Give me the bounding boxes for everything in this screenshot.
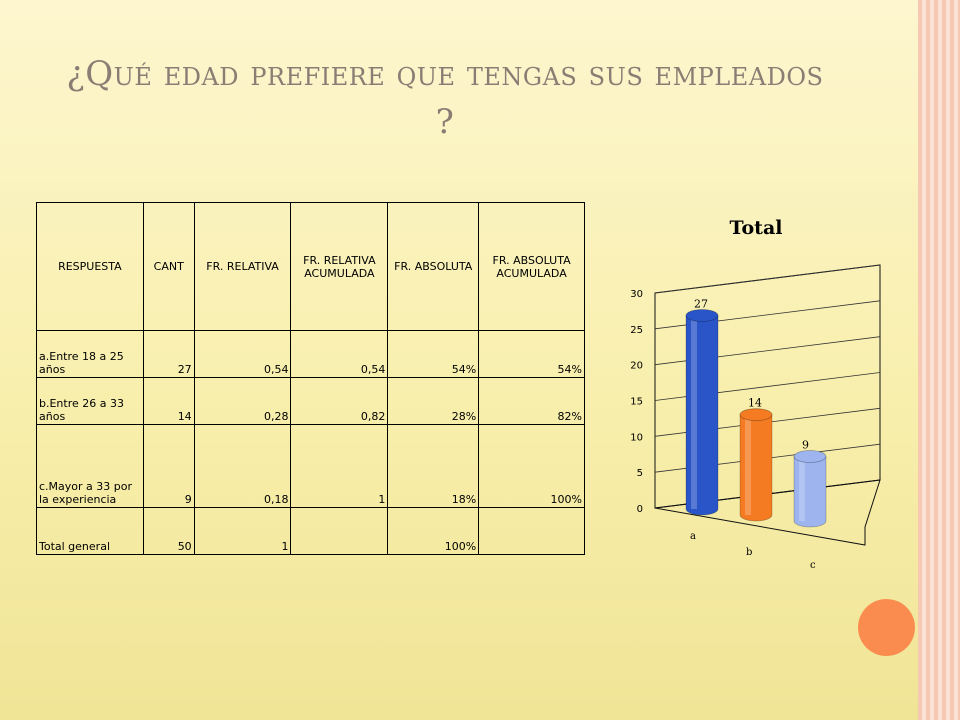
y-tick-label: 15 bbox=[630, 397, 643, 408]
bar-chart: Total 0 5 10 15 20 25 30 27 14 9 a b c bbox=[600, 205, 920, 585]
table-cell: 54% bbox=[387, 330, 480, 378]
data-label: 9 bbox=[802, 439, 809, 452]
y-tick-label: 0 bbox=[637, 504, 643, 515]
header-fr-relativa-acumulada: FR. RELATIVA ACUMULADA bbox=[290, 202, 389, 331]
table-cell: 28% bbox=[387, 377, 480, 425]
table-cell: 1 bbox=[290, 424, 389, 508]
y-tick-label: 10 bbox=[630, 432, 643, 443]
gridline bbox=[654, 264, 881, 294]
table-cell: Total general bbox=[36, 507, 144, 555]
table-cell: 0,54 bbox=[193, 330, 292, 378]
bar-b bbox=[739, 414, 773, 522]
y-tick-label: 30 bbox=[630, 289, 643, 300]
bar-highlight bbox=[799, 456, 805, 521]
table-cell: 82% bbox=[478, 377, 585, 425]
table-row-total: Total general 50 1 100% bbox=[36, 507, 585, 555]
table-cell: 14 bbox=[142, 377, 195, 425]
table-cell: 0,18 bbox=[193, 424, 292, 508]
table-cell: 0,28 bbox=[193, 377, 292, 425]
table-cell: 54% bbox=[478, 330, 585, 378]
chart-svg: 0 5 10 15 20 25 30 27 14 9 a b c bbox=[630, 264, 881, 571]
data-label: 27 bbox=[694, 298, 708, 311]
table-row: c.Mayor a 33 por la experiencia 9 0,18 1… bbox=[36, 424, 585, 508]
y-tick-label: 25 bbox=[630, 325, 643, 336]
header-fr-absoluta: FR. ABSOLUTA bbox=[387, 202, 480, 331]
chart-title: Total bbox=[729, 217, 783, 239]
table-cell: 27 bbox=[142, 330, 195, 378]
y-tick-label: 5 bbox=[637, 468, 643, 479]
table-cell: 0,82 bbox=[290, 377, 389, 425]
table-cell: 0,54 bbox=[290, 330, 389, 378]
x-tick-label: a bbox=[690, 531, 696, 542]
table-cell: 100% bbox=[478, 424, 585, 508]
right-border-stripes bbox=[918, 0, 960, 720]
table-cell: 1 bbox=[193, 507, 292, 555]
table-cell bbox=[290, 507, 389, 555]
data-table: RESPUESTA CANT FR. RELATIVA FR. RELATIVA… bbox=[36, 202, 585, 555]
slide-title: ¿Qué edad prefiere que tengas sus emplea… bbox=[66, 54, 824, 142]
header-fr-relativa: FR. RELATIVA bbox=[193, 202, 292, 331]
bar-highlight bbox=[745, 414, 751, 515]
y-tick-label: 20 bbox=[630, 361, 643, 372]
x-tick-label: c bbox=[810, 560, 816, 571]
table-header-row: RESPUESTA CANT FR. RELATIVA FR. RELATIVA… bbox=[36, 202, 585, 331]
table-cell: 18% bbox=[387, 424, 480, 508]
bar-top-a bbox=[685, 309, 719, 322]
table-row: b.Entre 26 a 33 años 14 0,28 0,82 28% 82… bbox=[36, 377, 585, 425]
data-label: 14 bbox=[748, 397, 762, 410]
table-cell: 9 bbox=[142, 424, 195, 508]
header-respuesta: RESPUESTA bbox=[36, 202, 144, 331]
bar-c bbox=[793, 456, 827, 528]
bar-highlight bbox=[691, 315, 697, 509]
table-cell: b.Entre 26 a 33 años bbox=[36, 377, 144, 425]
table-cell: 50 bbox=[142, 507, 195, 555]
bar-a bbox=[685, 315, 719, 516]
header-fr-absoluta-acumulada: FR. ABSOLUTA ACUMULADA bbox=[478, 202, 585, 331]
x-tick-label: b bbox=[746, 547, 752, 558]
bar-top-c bbox=[793, 450, 827, 463]
table-cell bbox=[478, 507, 585, 555]
header-cant: CANT bbox=[142, 202, 195, 331]
table-cell: 100% bbox=[387, 507, 480, 555]
table-cell: a.Entre 18 a 25 años bbox=[36, 330, 144, 378]
table-row: a.Entre 18 a 25 años 27 0,54 0,54 54% 54… bbox=[36, 330, 585, 378]
bar-top-b bbox=[739, 408, 773, 422]
table-cell: c.Mayor a 33 por la experiencia bbox=[36, 424, 144, 508]
decorative-circle bbox=[858, 599, 915, 656]
